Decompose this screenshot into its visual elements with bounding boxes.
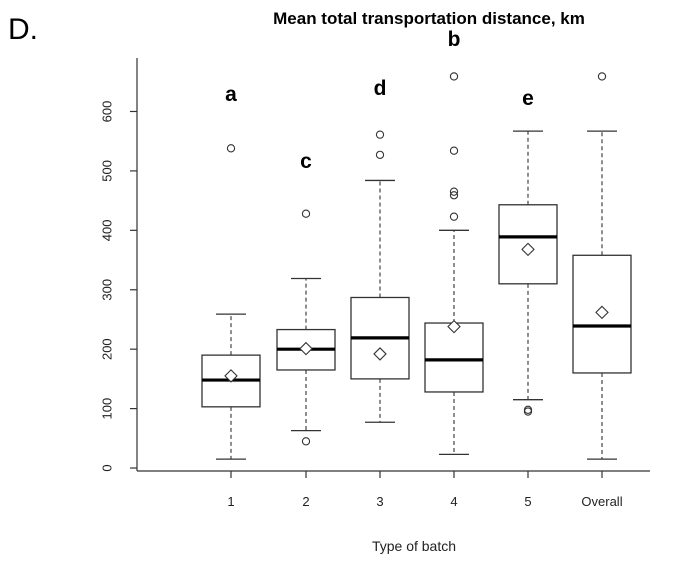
x-tick-label: 1 [227,494,234,509]
box-group: c [276,150,336,446]
outlier-point [375,150,385,160]
panel-label: D. [8,13,38,46]
significance-letter: a [225,83,237,106]
y-tick-label: 300 [99,279,114,301]
outlier-point [449,146,459,155]
x-tick-label: 4 [450,494,457,509]
y-tick-label: 600 [99,101,114,123]
y-tick-label: 500 [99,160,114,182]
outlier-point [449,212,459,221]
significance-letter: c [300,150,312,173]
outlier-point [597,72,607,81]
y-tick-label: 400 [99,219,114,241]
boxes: a c d b e [201,28,632,460]
outlier-point [523,405,533,414]
axes: 0 100 200 300 400 500 600 1 2 3 4 5 Overall [99,58,650,509]
outlier-point [449,187,459,196]
y-tick-label: 0 [99,464,114,471]
significance-letter: b [448,28,461,51]
x-tick-label: Overall [581,494,622,509]
outlier-point [301,209,311,218]
mean-marker [299,341,313,356]
x-tick-label: 2 [302,494,309,509]
mean-marker [595,305,609,320]
box-group: d [350,77,410,423]
outlier-point [449,72,459,81]
box-group: b [424,28,484,456]
mean-marker [447,319,461,334]
significance-letter: e [522,87,534,110]
box-group [572,72,632,460]
box-group: a [201,83,261,460]
outlier-point [226,144,236,153]
mean-marker [521,242,535,257]
chart-title: Mean total transportation distance, km [273,9,585,28]
box-group: e [498,87,558,416]
y-tick-label: 200 [99,338,114,360]
outlier-point [375,130,385,139]
y-tick-label: 100 [99,398,114,420]
outlier-point [449,191,459,200]
x-tick-label: 3 [376,494,383,509]
mean-marker [224,369,238,383]
x-axis-label: Type of batch [372,538,456,554]
mean-marker [373,347,387,361]
x-tick-label: 5 [524,494,531,509]
significance-letter: d [374,77,387,100]
outlier-point [301,437,311,446]
